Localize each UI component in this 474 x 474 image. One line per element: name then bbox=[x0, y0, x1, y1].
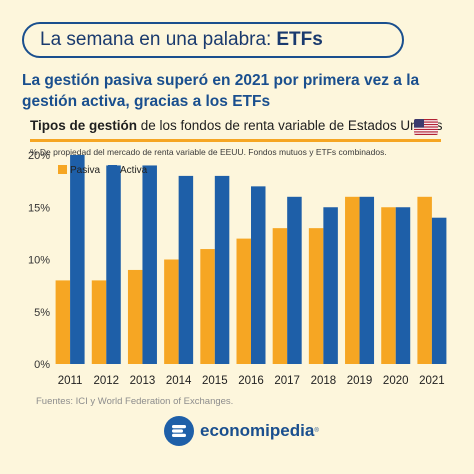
bar-pasiva-2018 bbox=[308, 228, 324, 364]
banner-keyword: ETFs bbox=[276, 29, 323, 50]
bar-activa-2012 bbox=[106, 165, 121, 364]
subtitle-bold: Tipos de gestión bbox=[30, 118, 138, 133]
bar-pasiva-2012 bbox=[91, 280, 107, 364]
x-tick-label: 2020 bbox=[383, 375, 409, 387]
brand-registered: ® bbox=[314, 428, 319, 434]
x-tick-label: 2013 bbox=[130, 375, 156, 387]
bar-activa-2020 bbox=[395, 207, 411, 364]
x-tick-label: 2016 bbox=[238, 375, 264, 387]
x-tick-label: 2011 bbox=[58, 375, 83, 387]
orange-rule bbox=[30, 139, 441, 142]
legend-label-activa: Activa bbox=[120, 165, 148, 176]
bar-pasiva-2019 bbox=[345, 196, 360, 364]
bar-pasiva-2016 bbox=[236, 238, 251, 364]
legend-swatch-pasiva bbox=[58, 165, 67, 174]
chart-note: % De propiedad del mercado de renta vari… bbox=[30, 147, 387, 157]
bar-activa-2014 bbox=[178, 175, 194, 364]
x-tick-label: 2018 bbox=[311, 375, 337, 387]
bar-activa-2017 bbox=[287, 196, 302, 364]
brand-logo: economipedia ® bbox=[164, 414, 319, 448]
bar-pasiva-2021 bbox=[417, 196, 432, 364]
banner-prefix: La semana en una palabra: bbox=[40, 29, 272, 50]
bar-activa-2019 bbox=[359, 196, 375, 364]
y-tick-label: 10% bbox=[28, 255, 50, 267]
x-tick-label: 2012 bbox=[93, 375, 119, 387]
bar-pasiva-2015 bbox=[200, 249, 215, 364]
us-flag-icon bbox=[414, 119, 438, 135]
bar-activa-2013 bbox=[142, 165, 157, 364]
y-tick-label: 15% bbox=[28, 202, 50, 214]
x-tick-label: 2014 bbox=[166, 375, 192, 387]
y-tick-label: 0% bbox=[34, 359, 50, 371]
subtitle-rest: de los fondos de renta variable de Estad… bbox=[137, 118, 443, 133]
bar-pasiva-2011 bbox=[55, 280, 71, 364]
economipedia-logo-icon bbox=[164, 416, 194, 446]
x-tick-label: 2017 bbox=[274, 375, 300, 387]
legend-label-pasiva: Pasiva bbox=[70, 165, 100, 176]
bar-activa-2011 bbox=[70, 155, 85, 364]
title-banner: La semana en una palabra: ETFs bbox=[22, 22, 404, 58]
x-tick-label: 2019 bbox=[347, 375, 373, 387]
brand-name: economipedia bbox=[200, 421, 315, 440]
bar-pasiva-2017 bbox=[272, 228, 288, 364]
bar-pasiva-2014 bbox=[164, 259, 179, 364]
bar-pasiva-2013 bbox=[127, 269, 143, 364]
x-tick-label: 2021 bbox=[419, 375, 445, 387]
y-tick-label: 5% bbox=[34, 307, 50, 319]
bar-activa-2021 bbox=[431, 217, 447, 364]
y-tick-label: 20% bbox=[28, 150, 50, 162]
bar-activa-2015 bbox=[214, 175, 230, 364]
headline: La gestión pasiva superó en 2021 por pri… bbox=[22, 72, 420, 110]
bar-pasiva-2020 bbox=[381, 207, 396, 364]
x-tick-label: 2015 bbox=[202, 375, 228, 387]
chart-subtitle: Tipos de gestión de los fondos de renta … bbox=[30, 118, 450, 133]
bar-activa-2018 bbox=[323, 207, 338, 364]
source-note: Fuentes: ICI y World Federation of Excha… bbox=[36, 396, 234, 407]
legend-swatch-activa bbox=[108, 165, 117, 174]
bar-activa-2016 bbox=[251, 186, 266, 364]
